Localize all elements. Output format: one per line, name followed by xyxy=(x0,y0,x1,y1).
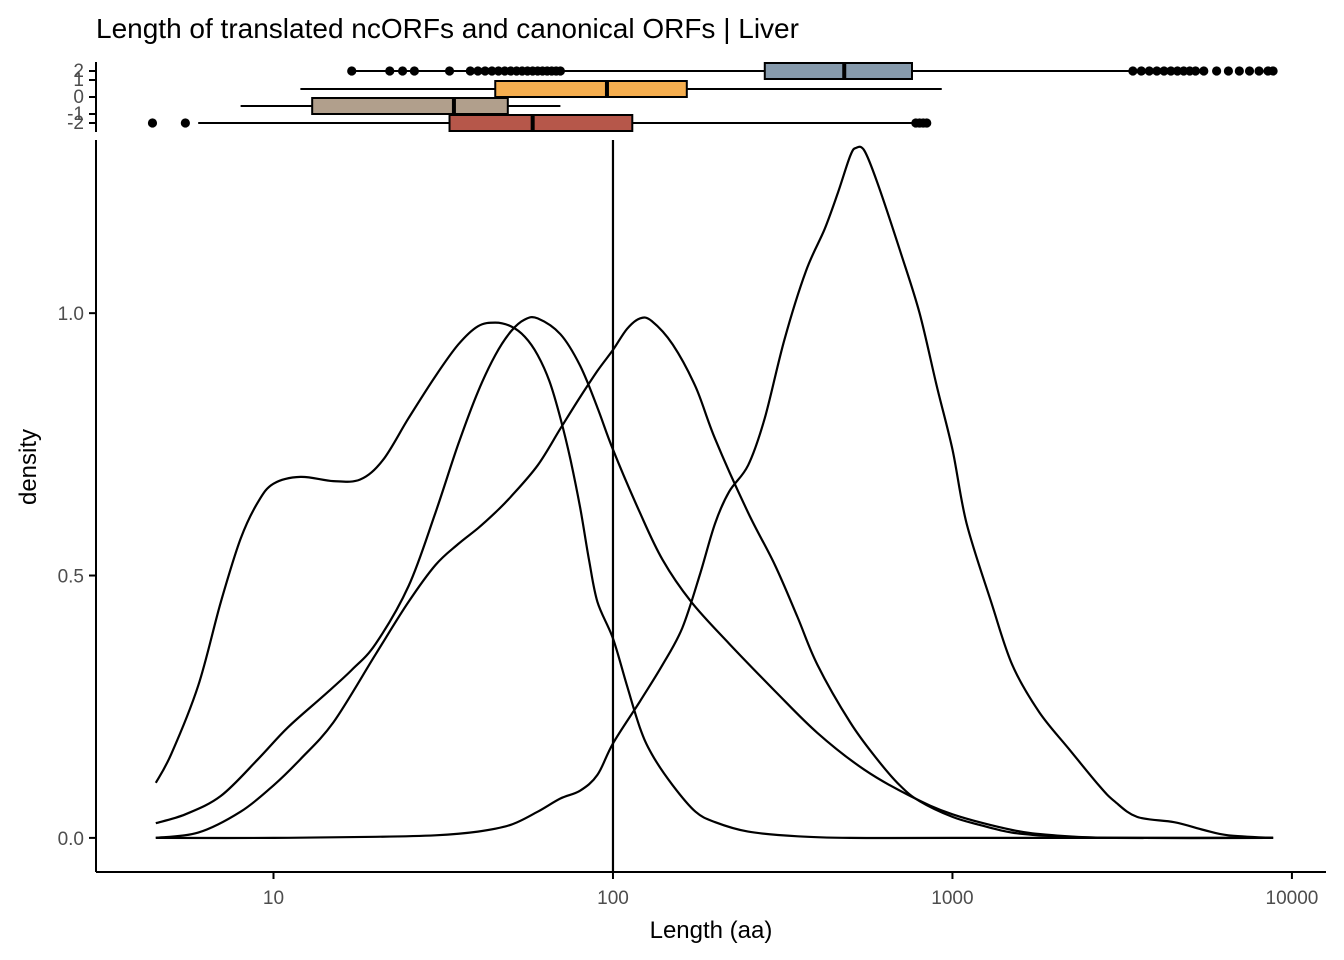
y-axis-ticks: 0.0 0.5 1.0 xyxy=(58,304,96,850)
y-axis-title: density xyxy=(15,429,42,505)
boxplot-2-outlier xyxy=(385,66,395,76)
boxplot-2-outlier xyxy=(465,66,475,76)
boxplots xyxy=(147,62,1278,132)
boxplot-neg2-outlier xyxy=(180,118,190,128)
boxplot-2-outlier xyxy=(1268,66,1278,76)
y-tick-label: 1.0 xyxy=(58,304,84,325)
boxplot-2-outlier xyxy=(1190,66,1201,76)
boxplot-2-outlier xyxy=(1152,66,1162,76)
density-panel: 10 100 1000 10000 0.0 0.5 1.0 xyxy=(58,140,1326,909)
x-axis-ticks: 10 100 1000 10000 xyxy=(263,872,1318,909)
y-tick-label: 0.5 xyxy=(58,567,84,588)
y-tick-label: 0.0 xyxy=(58,829,84,850)
boxplot-y-tick-label: 0 xyxy=(73,87,84,108)
boxplot-neg2-box xyxy=(448,114,634,132)
boxplot-2-outlier xyxy=(473,66,483,76)
boxplot-neg2-outlier xyxy=(922,118,932,128)
boxplot-2-outlier xyxy=(1128,66,1138,76)
boxplot-2-outlier xyxy=(480,66,490,76)
boxplot-1-box xyxy=(494,80,688,98)
boxplot-2-outlier xyxy=(409,66,419,76)
boxplot-2-outlier xyxy=(1212,66,1222,76)
boxplot-y-ticks: 210-1-2 xyxy=(67,61,96,134)
boxplot-2-box xyxy=(763,62,913,80)
marginal-boxplot-panel: 210-1-2 xyxy=(67,61,1278,134)
boxplot-2-outlier xyxy=(1166,66,1176,76)
density-curve-4 xyxy=(155,145,1274,840)
x-tick-label: 10 xyxy=(263,888,284,909)
boxplot-2-outlier xyxy=(397,66,408,76)
boxplot-2-outlier xyxy=(1254,66,1264,76)
boxplot-y-tick-label: 2 xyxy=(73,61,84,82)
density-curve-1 xyxy=(154,321,1274,840)
boxplot-y-tick-label: -2 xyxy=(67,113,84,134)
boxplot-y-tick-label: 1 xyxy=(73,70,84,91)
boxplot-2-outlier xyxy=(1244,66,1255,76)
boxplot-2-outlier xyxy=(1159,66,1169,76)
boxplot-2-outlier xyxy=(347,66,357,76)
boxplot-2-outlier xyxy=(1234,66,1244,76)
boxplot-2-outlier xyxy=(487,66,497,76)
boxplot-y-tick-label: -1 xyxy=(67,104,84,125)
x-axis-title: Length (aa) xyxy=(650,917,773,944)
boxplot-neg1-box xyxy=(311,97,509,115)
x-tick-label: 1000 xyxy=(931,888,973,909)
boxplot-2-outlier xyxy=(1199,66,1209,76)
boxplot-neg2-outlier xyxy=(147,118,158,128)
x-tick-label: 100 xyxy=(597,888,629,909)
boxplot-2-outlier xyxy=(1223,66,1234,76)
boxplot-2-outlier xyxy=(1144,66,1154,76)
density-curve-2 xyxy=(155,316,1274,840)
boxplot-2-outlier xyxy=(555,66,565,76)
x-tick-label: 10000 xyxy=(1266,888,1319,909)
density-curves xyxy=(154,145,1274,840)
chart-title: Length of translated ncORFs and canonica… xyxy=(96,13,799,44)
boxplot-2-outlier xyxy=(444,66,455,76)
boxplot-2-outlier xyxy=(1136,66,1146,76)
density-curve-3 xyxy=(155,316,1274,840)
